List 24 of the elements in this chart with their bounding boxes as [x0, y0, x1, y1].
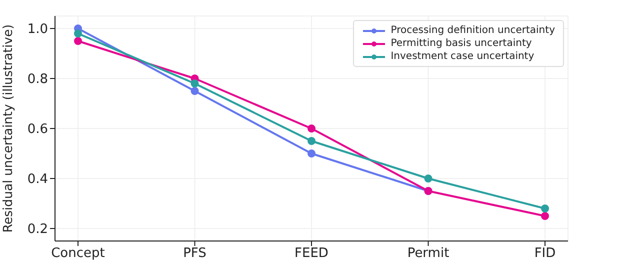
point [74, 37, 82, 45]
legend-label: Processing definition uncertainty [390, 24, 555, 37]
point [308, 124, 316, 132]
x-tick-label: Concept [51, 246, 105, 262]
y-tick-label: 0.6 [27, 122, 48, 138]
legend-label: Permitting basis uncertainty [390, 37, 532, 50]
legend-label: Investment case uncertainty [390, 50, 534, 63]
x-tick-label: FEED [294, 246, 328, 262]
point [308, 137, 316, 145]
x-tick-label: PFS [183, 246, 206, 262]
y-tick-label: 0.2 [27, 222, 48, 238]
y-tick-label: 1.0 [27, 22, 48, 38]
x-tick-label: Permit [407, 246, 450, 262]
y-tick-label: 0.4 [27, 172, 48, 188]
y-tick-label: 0.8 [27, 72, 48, 88]
y-axis-title: Residual uncertainty (illustrative) [0, 24, 15, 233]
point [308, 150, 316, 158]
point [74, 30, 82, 38]
point [541, 204, 549, 212]
point [424, 174, 432, 182]
point [541, 212, 549, 220]
point [190, 80, 199, 88]
x-tick-label: FID [534, 246, 556, 262]
point [190, 87, 199, 95]
